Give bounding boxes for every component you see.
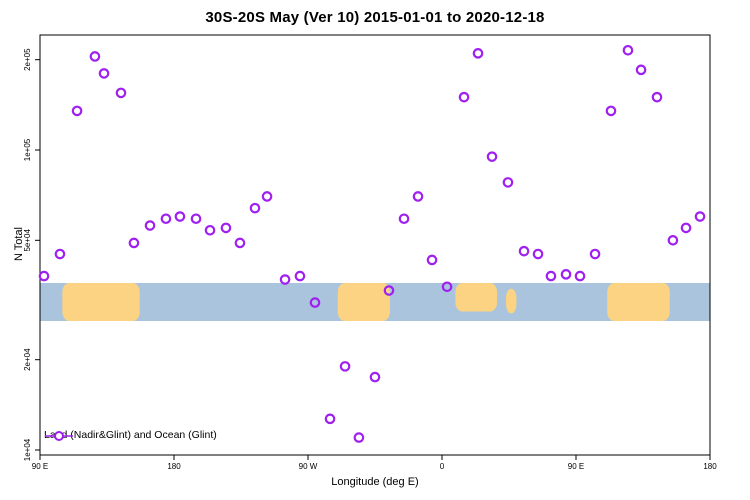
- data-point: [309, 297, 321, 308]
- legend-point-icon: [45, 431, 73, 441]
- legend-label: Land (Nadir&Glint) and Ocean (Glint): [44, 429, 217, 441]
- data-point: [574, 270, 586, 282]
- chart-title: 30S-20S May (Ver 10) 2015-01-01 to 2020-…: [205, 9, 545, 26]
- map-band-land-australia: [62, 283, 140, 321]
- data-point: [605, 105, 617, 117]
- data-point: [234, 237, 246, 249]
- y-tick-label: 1e+05: [23, 138, 32, 161]
- data-point: [98, 68, 110, 79]
- data-point: [426, 254, 438, 266]
- data-point: [71, 105, 83, 117]
- data-point: [472, 48, 484, 59]
- data-point: [441, 281, 453, 293]
- data-point: [532, 248, 544, 260]
- data-point: [279, 274, 291, 285]
- data-point: [383, 285, 395, 296]
- x-tick-label: 90 E: [32, 462, 48, 471]
- data-point: [294, 270, 306, 282]
- data-point: [144, 220, 156, 231]
- data-point: [249, 202, 261, 214]
- data-point: [324, 413, 336, 425]
- y-tick-label: 2e+05: [23, 48, 32, 71]
- map-band-land-africa: [455, 283, 498, 312]
- data-point: [89, 51, 101, 62]
- y-tick-label: 2e+04: [23, 348, 32, 371]
- data-point: [651, 91, 663, 103]
- map-band-land-madagascar: [506, 288, 517, 314]
- data-point: [190, 213, 202, 225]
- x-tick-label: 180: [167, 462, 181, 471]
- x-tick-label: 90 E: [568, 462, 584, 471]
- data-point: [353, 432, 365, 443]
- map-band-land-australia-wrap: [607, 283, 670, 321]
- data-point: [680, 222, 692, 234]
- x-tick-label: 180: [703, 462, 717, 471]
- data-point: [694, 211, 706, 222]
- data-point: [622, 44, 634, 56]
- data-point: [412, 191, 424, 202]
- data-point: [635, 64, 647, 76]
- y-axis-title: N Total: [13, 226, 25, 262]
- data-point: [174, 211, 186, 222]
- data-point: [204, 224, 216, 236]
- data-point: [160, 213, 172, 225]
- x-axis-title: Longitude (deg E): [331, 476, 419, 488]
- legend: Land (Nadir&Glint) and Ocean (Glint): [44, 429, 217, 441]
- data-point: [502, 177, 514, 188]
- y-tick-label: 5e+04: [23, 229, 32, 252]
- data-point: [560, 269, 572, 280]
- data-point: [54, 248, 66, 260]
- x-tick-label: 90 W: [299, 462, 318, 471]
- plot-border: [39, 34, 711, 456]
- data-point: [220, 222, 232, 234]
- data-point: [667, 235, 679, 246]
- data-point: [545, 270, 557, 282]
- data-point: [38, 270, 50, 282]
- x-tick-label: 0: [440, 462, 445, 471]
- map-band-land-south-america: [337, 283, 390, 321]
- y-tick-label: 1e+04: [23, 438, 32, 461]
- data-point: [458, 91, 470, 103]
- data-point: [486, 151, 498, 162]
- data-point: [115, 87, 127, 99]
- data-point: [589, 248, 601, 260]
- data-point: [369, 371, 381, 383]
- data-point: [518, 245, 530, 257]
- data-point: [339, 361, 351, 372]
- data-point: [261, 191, 273, 202]
- data-point: [128, 237, 140, 249]
- data-point: [398, 213, 410, 225]
